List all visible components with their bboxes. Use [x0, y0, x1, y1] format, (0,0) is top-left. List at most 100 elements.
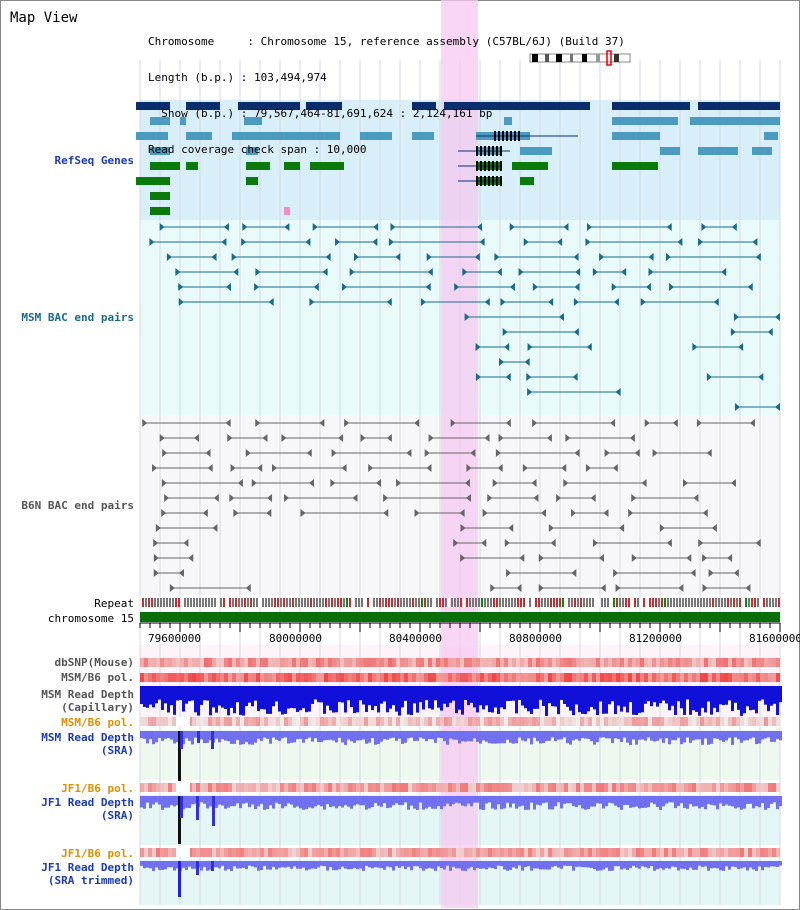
bac-end	[319, 419, 325, 427]
depth-bar	[230, 796, 233, 807]
heat-cell	[504, 673, 508, 682]
depth-bar	[239, 731, 242, 745]
heat-cell	[488, 848, 492, 857]
heat-cell	[380, 717, 384, 726]
depth-bar	[536, 861, 539, 869]
depth-bar	[140, 686, 143, 705]
jf1-read-depth-sra-label[interactable]: JF1 Read Depth (SRA)	[41, 796, 134, 822]
depth-bar	[545, 686, 548, 716]
depth-bar	[215, 861, 218, 868]
heat-cell	[452, 783, 456, 792]
msm-b6-pol-sra-label[interactable]: MSM/B6 pol.	[61, 716, 134, 729]
depth-bar	[677, 861, 680, 871]
depth-bar	[143, 731, 146, 739]
heat-cell	[228, 658, 232, 667]
jf1-b6-pol-label[interactable]: JF1/B6 pol.	[61, 782, 134, 795]
depth-bar	[491, 861, 494, 869]
heat-cell	[732, 848, 736, 857]
depth-bar	[413, 686, 416, 704]
msm-b6-pol-label[interactable]: MSM/B6 pol.	[61, 671, 134, 684]
heat-cell	[328, 658, 332, 667]
depth-bar	[356, 731, 359, 741]
depth-spike	[211, 731, 214, 749]
jf1-b6-pol-2-label[interactable]: JF1/B6 pol.	[61, 847, 134, 860]
msm-bac-label[interactable]: MSM BAC end pairs	[21, 311, 134, 324]
heat-cell	[308, 658, 312, 667]
repeat-element	[184, 598, 186, 607]
jf1-read-depth-trimmed-label[interactable]: JF1 Read Depth (SRA trimmed)	[41, 861, 134, 887]
depth-bar	[497, 796, 500, 805]
depth-bar	[317, 861, 320, 868]
heat-cell	[412, 783, 416, 792]
depth-bar	[638, 796, 641, 809]
heat-cell	[256, 717, 260, 726]
repeat-element	[592, 598, 594, 607]
repeat-element	[379, 598, 381, 607]
depth-bar	[617, 796, 620, 808]
depth-bar	[494, 686, 497, 708]
heat-cell	[732, 673, 736, 682]
bac-end	[497, 464, 503, 472]
depth-bar	[353, 861, 356, 869]
heat-cell	[220, 783, 224, 792]
refseq-genes-label[interactable]: RefSeq Genes	[54, 154, 134, 167]
heat-cell	[352, 848, 356, 857]
depth-bar	[206, 861, 209, 871]
depth-bar	[662, 731, 665, 743]
bac-end	[484, 434, 490, 442]
heat-cell	[272, 673, 276, 682]
gene-block	[136, 102, 170, 110]
dbsnp-label[interactable]: dbSNP(Mouse)	[54, 656, 134, 669]
depth-bar	[653, 796, 656, 805]
msm-read-depth-sra-label[interactable]: MSM Read Depth (SRA)	[41, 731, 134, 757]
gene-block	[186, 132, 212, 140]
heat-cell	[688, 783, 692, 792]
repeat-element	[754, 598, 756, 607]
depth-bar	[743, 861, 746, 868]
depth-bar	[425, 861, 428, 869]
depth-bar	[671, 731, 674, 741]
depth-bar	[233, 686, 236, 714]
heat-cell	[668, 783, 672, 792]
depth-bar	[563, 731, 566, 738]
bac-end	[229, 494, 235, 502]
b6n-bac-label[interactable]: B6N BAC end pairs	[21, 499, 134, 512]
depth-bar	[146, 861, 149, 868]
heat-cell	[508, 658, 512, 667]
heat-cell	[184, 673, 188, 682]
depth-bar	[437, 686, 440, 708]
depth-bar	[569, 861, 572, 867]
depth-bar	[518, 731, 521, 738]
heat-cell	[300, 848, 304, 857]
heat-cell	[632, 658, 636, 667]
bac-end	[305, 238, 311, 246]
depth-bar	[737, 686, 740, 710]
heat-cell	[360, 848, 364, 857]
depth-bar	[209, 861, 212, 870]
depth-bar	[467, 796, 470, 804]
depth-bar	[380, 686, 383, 704]
depth-bar	[731, 731, 734, 745]
depth-bar	[443, 796, 446, 807]
bac-end	[563, 479, 569, 487]
depth-bar	[560, 796, 563, 809]
gene-block	[186, 102, 220, 110]
depth-bar	[683, 686, 686, 715]
depth-bar	[338, 796, 341, 807]
repeat-element	[391, 598, 393, 607]
depth-bar	[446, 686, 449, 708]
depth-bar	[467, 686, 470, 706]
heat-cell	[740, 783, 744, 792]
heat-cell	[604, 848, 608, 857]
depth-bar	[473, 731, 476, 739]
bac-end	[708, 569, 714, 577]
depth-bar	[386, 731, 389, 740]
depth-bar	[314, 861, 317, 869]
gene-exon	[500, 161, 502, 171]
depth-bar	[281, 731, 284, 739]
depth-bar	[605, 861, 608, 868]
heat-cell	[212, 848, 216, 857]
msm-read-depth-capillary-label[interactable]: MSM Read Depth (Capillary)	[41, 688, 134, 714]
depth-bar	[284, 796, 287, 807]
bac-end	[693, 494, 699, 502]
